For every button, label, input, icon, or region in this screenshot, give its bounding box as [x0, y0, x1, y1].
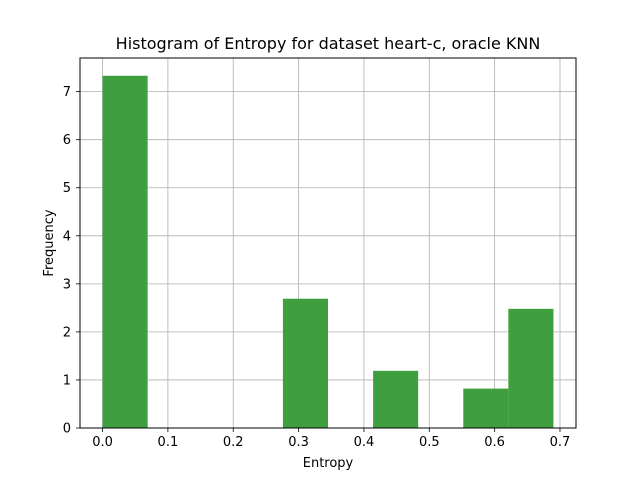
histogram-bar-8 — [463, 388, 509, 428]
y-tick-label-4: 4 — [63, 229, 71, 244]
y-tick-label-1: 1 — [63, 373, 71, 388]
bars-layer — [102, 75, 554, 428]
plot-frame — [79, 57, 577, 429]
chart-title: Histogram of Entropy for dataset heart-c… — [116, 34, 541, 53]
x-tick-label-4: 0.4 — [354, 435, 375, 450]
x-tick-label-0: 0.0 — [92, 435, 113, 450]
histogram-bar-6 — [373, 370, 419, 428]
x-tick-label-2: 0.2 — [223, 435, 244, 450]
x-tick-label-6: 0.6 — [484, 435, 505, 450]
ticks-layer: 0.0 0.1 0.2 0.3 0.4 0.5 0.6 0.7 0 1 2 3 4 5 6 7 — [63, 85, 571, 450]
x-tick-label-3: 0.3 — [288, 435, 309, 450]
y-tick-label-0: 0 — [63, 422, 71, 437]
histogram-bar-9 — [508, 308, 554, 428]
histogram-bar-4 — [282, 298, 328, 428]
y-tick-label-7: 7 — [63, 85, 71, 100]
y-tick-label-6: 6 — [63, 133, 71, 148]
y-tick-label-3: 3 — [63, 277, 71, 292]
x-tick-label-7: 0.7 — [550, 435, 571, 450]
y-tick-label-5: 5 — [63, 181, 71, 196]
y-axis-label: Frequency — [42, 209, 57, 276]
y-tick-label-2: 2 — [63, 325, 71, 340]
x-tick-label-1: 0.1 — [158, 435, 179, 450]
histogram-bar-0 — [102, 75, 148, 428]
x-tick-label-5: 0.5 — [419, 435, 440, 450]
x-axis-label: Entropy — [303, 456, 354, 471]
